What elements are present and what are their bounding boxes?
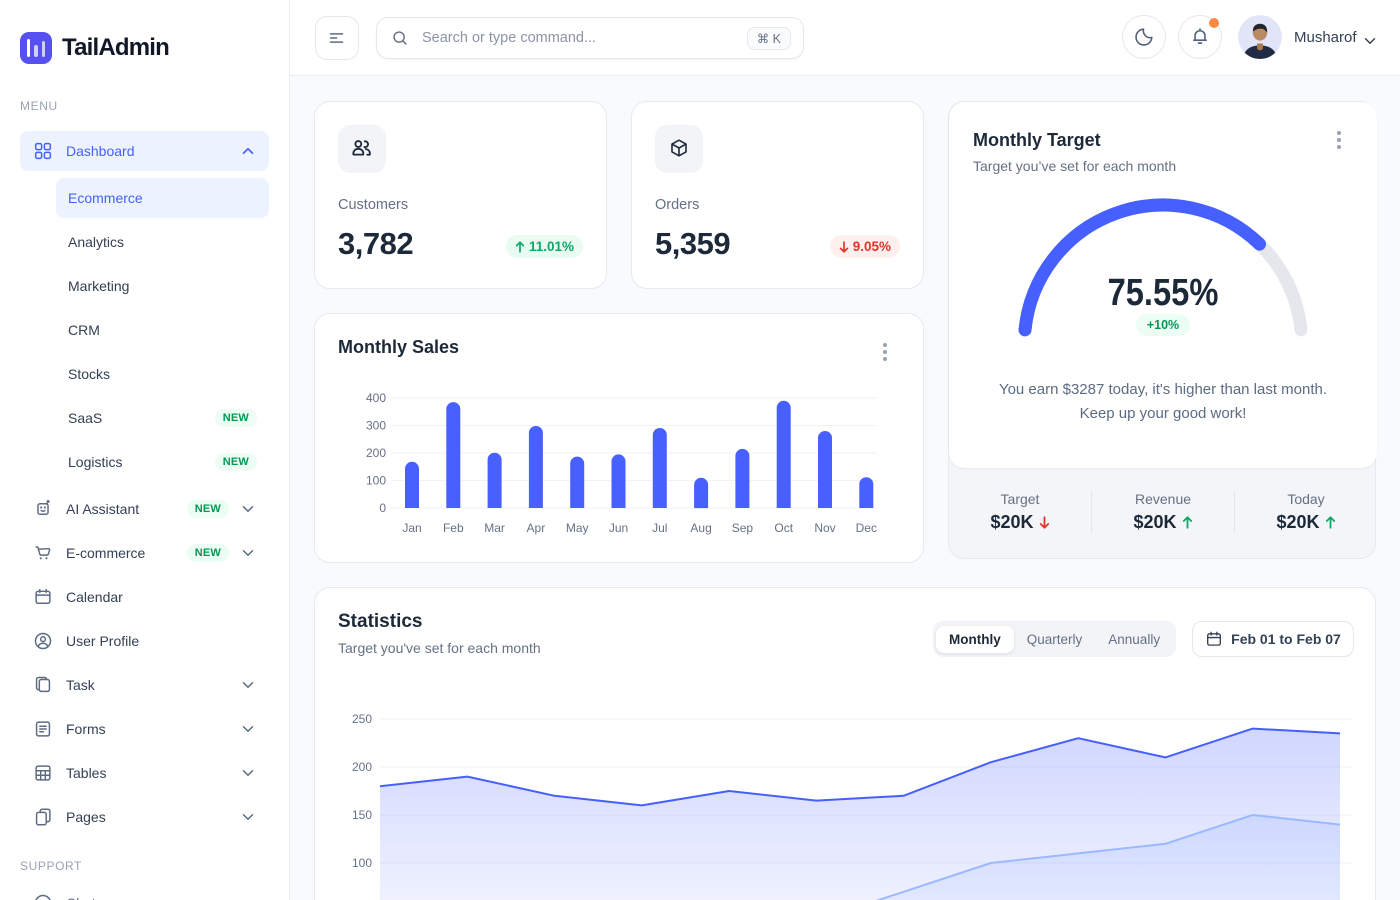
svg-text:300: 300	[366, 419, 386, 433]
svg-text:250: 250	[352, 712, 372, 726]
svg-text:Oct: Oct	[774, 521, 793, 535]
svg-text:Feb: Feb	[443, 521, 464, 535]
svg-text:May: May	[566, 521, 589, 535]
svg-text:Jan: Jan	[402, 521, 421, 535]
svg-text:Apr: Apr	[527, 521, 546, 535]
svg-text:200: 200	[366, 446, 386, 460]
svg-text:Jun: Jun	[609, 521, 628, 535]
svg-text:Nov: Nov	[814, 521, 835, 535]
svg-text:200: 200	[352, 760, 372, 774]
svg-text:400: 400	[366, 391, 386, 405]
svg-text:100: 100	[366, 474, 386, 488]
svg-text:Sep: Sep	[732, 521, 754, 535]
svg-text:150: 150	[352, 808, 372, 822]
svg-text:100: 100	[352, 856, 372, 870]
svg-text:Jul: Jul	[652, 521, 667, 535]
svg-text:Aug: Aug	[690, 521, 711, 535]
svg-text:Mar: Mar	[484, 521, 505, 535]
svg-text:Dec: Dec	[856, 521, 877, 535]
svg-text:0: 0	[379, 501, 386, 515]
